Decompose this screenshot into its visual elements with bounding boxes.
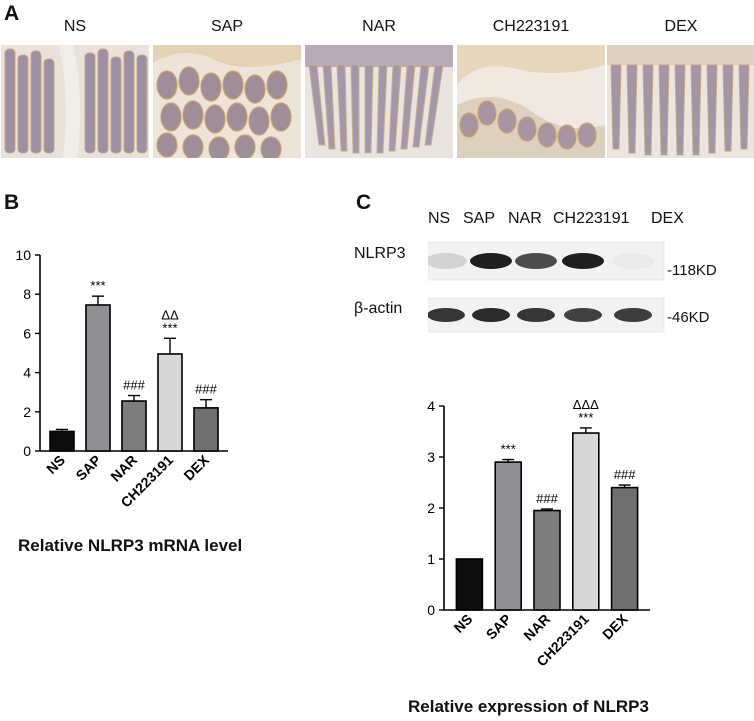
blot-band-nlrp3	[428, 253, 467, 269]
chart-c-bar-ch223191	[572, 432, 600, 611]
chart-b-bar-dex	[193, 407, 219, 452]
chart-b-annotation: ###	[123, 378, 145, 393]
panel-b-letter: B	[4, 191, 20, 214]
blot-size-nlrp3: -118KD	[667, 262, 717, 279]
blot-lane-ch223191: CH223191	[553, 210, 630, 227]
chart-c-annotation: ###	[536, 491, 558, 506]
chart-b-ytick-label: 10	[15, 247, 31, 263]
chart-c-category-label: NS	[450, 611, 475, 636]
histo-label-nar: NAR	[362, 18, 396, 35]
chart-b-ytick-label: 4	[23, 365, 31, 381]
blot-lane-dex: DEX	[651, 210, 684, 227]
chart-c-ytick-label: 3	[427, 449, 435, 465]
chart-c-category-label: NAR	[520, 611, 553, 644]
histo-label-sap: SAP	[210, 18, 243, 35]
chart-b-bar-ch223191	[157, 353, 183, 452]
blot-size-beta-actin: -46KD	[667, 309, 710, 326]
blot-band-beta-actin	[428, 308, 465, 322]
blot-label-nlrp3: NLRP3	[354, 245, 406, 262]
western-blot	[428, 241, 665, 333]
chart-b-category-label: NAR	[107, 452, 140, 485]
chart-b-annotation: ###	[195, 382, 217, 397]
chart-b-annotation: ***	[162, 320, 177, 335]
chart-c-ytick-label: 4	[427, 398, 435, 414]
chart-c-bar-dex	[610, 486, 639, 611]
chart-b-bar-ns	[49, 430, 75, 452]
panel-c-letter: C	[356, 191, 372, 214]
blot-band-beta-actin	[614, 308, 652, 322]
blot-band-nlrp3	[470, 253, 512, 269]
chart-c-category-label: SAP	[483, 611, 515, 643]
blot-label-beta-actin: β-actin	[354, 300, 403, 317]
chart-b-category-label: SAP	[72, 452, 104, 484]
blot-band-nlrp3	[562, 253, 604, 269]
panel-a-letter: A	[4, 2, 20, 25]
chart-b-category-label: DEX	[180, 451, 212, 483]
blot-band-beta-actin	[517, 308, 555, 322]
histo-label-ns: NS	[63, 18, 87, 35]
chart-b-annotation: ΔΔ	[161, 307, 179, 322]
chart-c-bar-ns	[455, 558, 484, 611]
blot-band-beta-actin	[472, 308, 510, 322]
histo-label-dex: DEX	[664, 18, 698, 35]
chart-c-ytick-label: 0	[427, 602, 435, 618]
histo-label-ch223191: CH223191	[492, 18, 570, 35]
chart-c-annotation: ***	[501, 442, 516, 457]
chart-b-bar-sap	[85, 304, 111, 452]
blot-lane-sap: SAP	[463, 210, 496, 227]
histology-image-ch223191	[457, 45, 605, 158]
chart-b-bar-nar	[121, 400, 147, 452]
histology-image-dex	[607, 45, 754, 158]
chart-c-annotation: ΔΔΔ	[573, 397, 599, 412]
chart-b-annotation: ***	[90, 278, 105, 293]
histology-image-sap	[153, 45, 301, 158]
chart-c-annotation: ###	[614, 467, 636, 482]
chart-c-ytick-label: 1	[427, 551, 435, 567]
chart-c-annotation: ***	[578, 410, 593, 425]
blot-lane-nar: NAR	[508, 210, 542, 227]
blot-band-nlrp3	[515, 253, 557, 269]
histology-image-nar	[305, 45, 453, 158]
blot-band-beta-actin	[564, 308, 602, 322]
blot-band-nlrp3	[612, 253, 654, 269]
chart-c-caption: Relative expression of NLRP3	[408, 697, 649, 716]
chart-c-category-label: DEX	[599, 610, 631, 642]
chart-b-ytick-label: 8	[23, 286, 31, 302]
blot-lane-ns: NS	[428, 210, 451, 227]
chart-c-ytick-label: 2	[427, 500, 435, 516]
chart-c-bar-nar	[533, 509, 561, 611]
histology-image-ns	[1, 45, 149, 158]
chart-c-bar-sap	[494, 461, 522, 611]
chart-b-ytick-label: 2	[23, 404, 31, 420]
chart-b-caption: Relative NLRP3 mRNA level	[18, 536, 243, 555]
chart-b-category-label: NS	[43, 452, 68, 477]
chart-b-ytick-label: 6	[23, 325, 31, 341]
chart-b-ytick-label: 0	[23, 443, 31, 459]
